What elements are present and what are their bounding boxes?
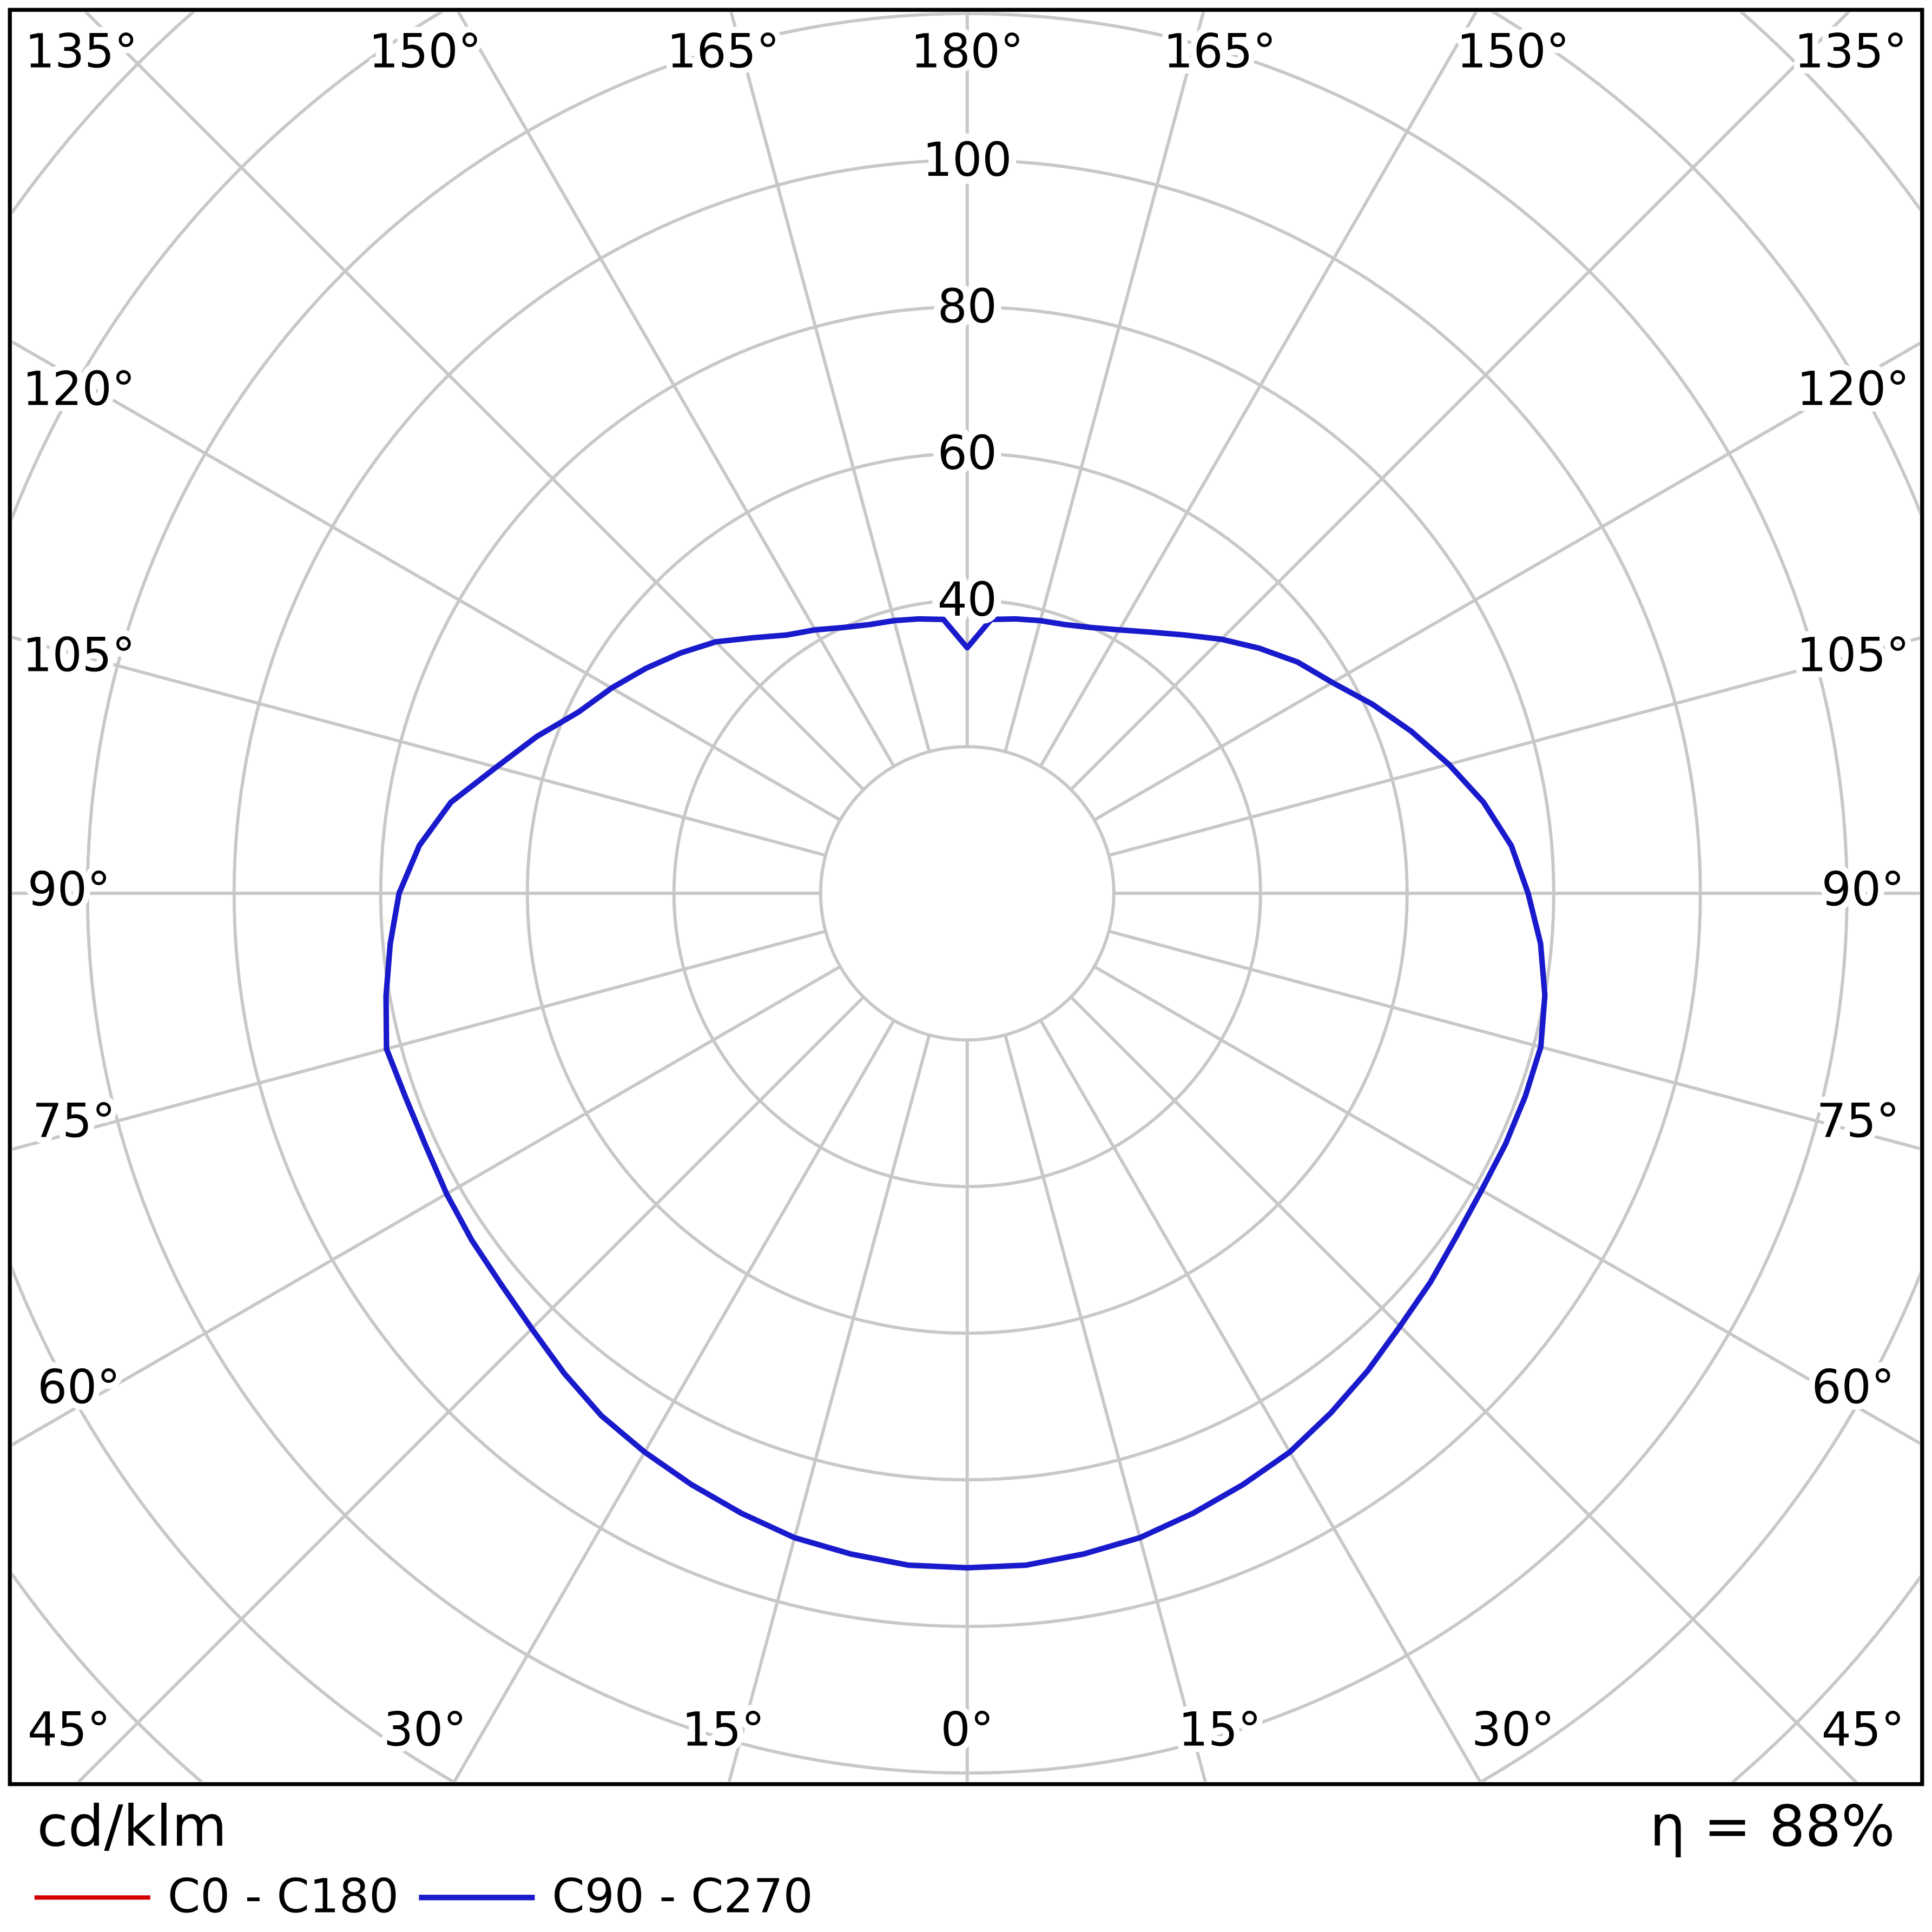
grid-spoke-210 [457, 12, 895, 767]
grid-spoke-120 [1093, 341, 1920, 822]
angle-label-135deg: 135° [25, 25, 137, 79]
angle-label-150deg: 150° [368, 25, 481, 79]
angle-label-15deg: 15° [1178, 1703, 1261, 1757]
grid-spoke-330 [452, 1019, 895, 1782]
legend-label-c90-c270: C90 - C270 [552, 1870, 813, 1924]
angle-label-120deg: 120° [23, 362, 135, 417]
grid-spoke-135 [1070, 12, 1851, 791]
grid-spoke-75 [1108, 929, 1920, 1150]
grid-spoke-300 [12, 965, 841, 1447]
legend: C0 - C180 C90 - C270 [34, 1870, 813, 1924]
unit-label: cd/klm [37, 1793, 227, 1860]
grid-spoke-285 [12, 929, 826, 1151]
angle-label-75deg: 75° [32, 1094, 115, 1148]
angle-label-90deg: 90° [1822, 862, 1904, 916]
angle-label-15deg: 15° [682, 1703, 764, 1757]
angle-label-165deg: 165° [667, 25, 780, 79]
angle-label-165deg: 165° [1163, 25, 1276, 79]
radial-tick-label-100: 100 [922, 133, 1012, 187]
plot-frame [8, 8, 1924, 1786]
angle-label-75deg: 75° [1817, 1094, 1900, 1148]
angle-label-135deg: 135° [1794, 25, 1907, 79]
radial-tick-label-40: 40 [938, 573, 997, 627]
curve-c90-c270 [383, 616, 1548, 1571]
angle-label-60deg: 60° [1812, 1360, 1895, 1414]
radial-tick-label-60: 60 [938, 426, 997, 480]
grid-spoke-45 [1070, 995, 1858, 1782]
intensity-curves [383, 616, 1548, 1571]
grid-spoke-150 [1039, 12, 1478, 767]
grid-ring-20 [819, 745, 1116, 1042]
axis-labels: 40 60 80 100 135° 150° 165° 180° 165° 150° 135° 120… [16, 18, 1916, 1763]
grid-spoke-30 [1039, 1019, 1482, 1782]
grid-spoke-105 [1108, 636, 1920, 857]
legend-label-c0-c180: C0 - C180 [168, 1870, 399, 1924]
grid-spoke-195 [729, 12, 931, 753]
angle-label-30deg: 30° [1472, 1703, 1554, 1757]
angle-label-0deg: 0° [941, 1703, 994, 1757]
angle-label-150deg: 150° [1456, 25, 1569, 79]
angle-label-30deg: 30° [384, 1703, 466, 1757]
angle-label-45deg: 45° [28, 1703, 110, 1757]
radial-tick-label-80: 80 [938, 280, 997, 334]
grid-spoke-15 [1004, 1034, 1207, 1782]
grid-spoke-345 [727, 1034, 931, 1782]
angle-label-105deg: 105° [1797, 629, 1909, 683]
efficiency-label: η = 88% [1650, 1793, 1895, 1860]
angle-label-105deg: 105° [23, 629, 135, 683]
grid-spoke-225 [84, 12, 865, 791]
angle-label-180deg: 180° [911, 25, 1024, 79]
angle-label-60deg: 60° [37, 1360, 120, 1414]
grid-spoke-165 [1004, 12, 1205, 753]
grid-spoke-315 [76, 995, 865, 1782]
grid-spoke-255 [12, 636, 826, 857]
angle-label-45deg: 45° [1822, 1703, 1904, 1757]
angle-label-90deg: 90° [28, 862, 110, 916]
grid-spoke-240 [12, 340, 841, 822]
angle-label-120deg: 120° [1797, 362, 1909, 417]
grid-spoke-60 [1093, 965, 1920, 1445]
